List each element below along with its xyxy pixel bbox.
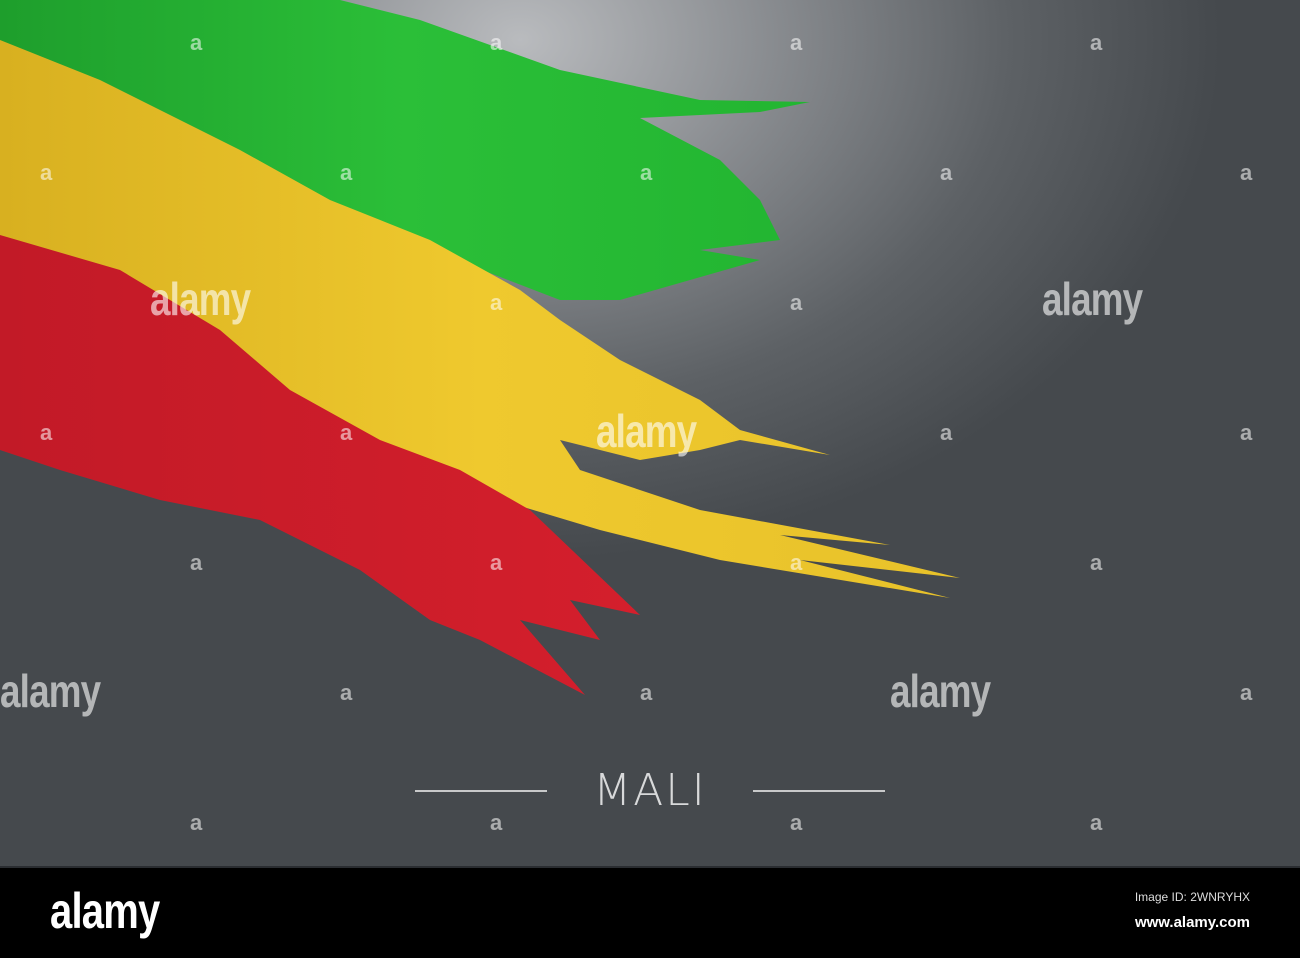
watermark-mark: a bbox=[1090, 30, 1103, 55]
alamy-logo: alamy bbox=[50, 883, 160, 939]
website: www.alamy.com bbox=[1134, 914, 1250, 931]
watermark-mark: a bbox=[1090, 550, 1103, 575]
watermark: alamy bbox=[1042, 273, 1143, 325]
watermark-mark: a bbox=[1240, 680, 1253, 705]
watermark-mark: a bbox=[940, 420, 953, 445]
green-stroke bbox=[0, 0, 810, 300]
watermark-mark: a bbox=[790, 550, 803, 575]
watermark-mark: a bbox=[190, 810, 203, 835]
watermark-mark: a bbox=[1240, 160, 1253, 185]
watermark-mark: a bbox=[640, 680, 653, 705]
watermark-mark: a bbox=[490, 30, 503, 55]
watermark-mark: a bbox=[790, 30, 803, 55]
footer-bar: alamy Image ID: 2WNRYHX www.alamy.com bbox=[0, 866, 1300, 958]
watermark-mark: a bbox=[1090, 810, 1103, 835]
watermark-mark: a bbox=[490, 290, 503, 315]
watermark: alamy bbox=[890, 665, 991, 717]
title-left-line bbox=[415, 790, 547, 792]
mali-flag-brush-strokes bbox=[0, 0, 960, 695]
watermark-mark: a bbox=[190, 550, 203, 575]
watermark-mark: a bbox=[790, 290, 803, 315]
watermark: alamy bbox=[596, 405, 697, 457]
watermark-mark: a bbox=[40, 420, 53, 445]
watermark-mark: a bbox=[640, 160, 653, 185]
red-stroke bbox=[0, 235, 640, 695]
title-right-line bbox=[753, 790, 885, 792]
watermark-mark: a bbox=[1240, 420, 1253, 445]
watermark-mark: a bbox=[490, 810, 503, 835]
watermark: alamy bbox=[150, 273, 251, 325]
country-title: MALI bbox=[593, 765, 707, 816]
watermark: alamy bbox=[0, 665, 101, 717]
watermark-mark: a bbox=[40, 160, 53, 185]
watermark-mark: a bbox=[190, 30, 203, 55]
watermark-mark: a bbox=[940, 160, 953, 185]
image-id: Image ID: 2WNRYHX bbox=[1134, 890, 1250, 904]
watermark-mark: a bbox=[490, 550, 503, 575]
watermark-mark: a bbox=[340, 680, 353, 705]
watermark-mark: a bbox=[790, 810, 803, 835]
watermark-mark: a bbox=[340, 420, 353, 445]
watermark-mark: a bbox=[340, 160, 353, 185]
yellow-stroke bbox=[0, 40, 960, 598]
artwork: alamy alamy alamy alamy alamy a a a a a a a a a a… bbox=[0, 0, 1300, 866]
